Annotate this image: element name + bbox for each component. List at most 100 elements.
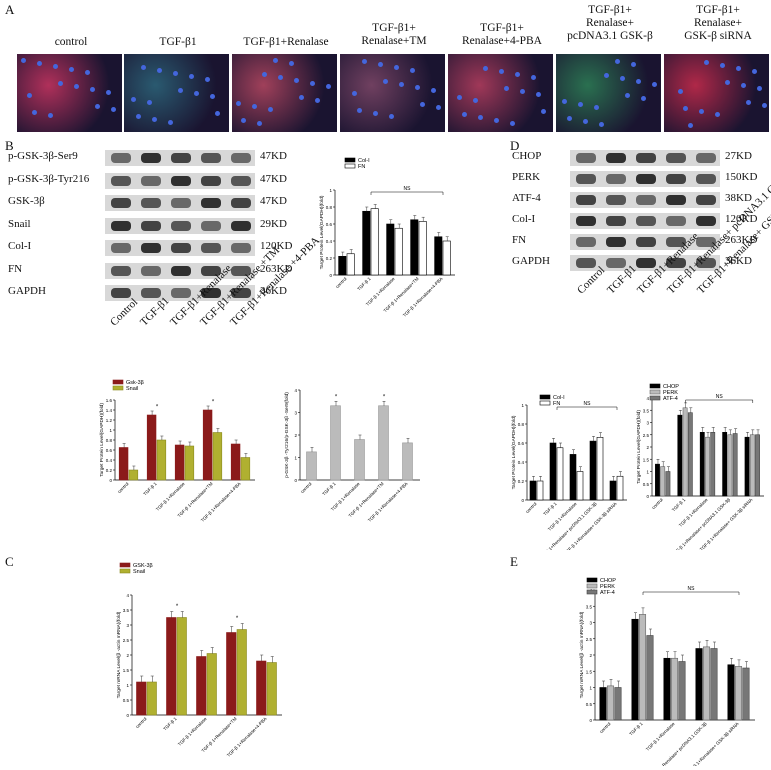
blot-band [201,153,221,163]
nucleus-dot [268,107,273,112]
nucleus-dot [499,69,504,74]
if-label: TGF-β1+ Renalase+ GSK-β siRNA [659,4,771,43]
bar [354,439,365,481]
legend-label: Snail [133,569,145,575]
blot-band [231,198,251,208]
nucleus-dot [520,89,525,94]
panel-letter-a: A [5,2,15,17]
bar [727,434,733,497]
ns-label: NS [688,586,696,592]
legend-label: Col-I [358,158,370,164]
bar [240,457,251,481]
blot-band [576,237,596,247]
panel-letter-c: C [5,554,14,569]
y-tick-label: 0.4 [518,460,525,465]
blot-strip [105,217,255,234]
nucleus-dot [736,66,741,71]
bar [236,629,247,716]
if-label-line: TGF-β1+ [372,22,416,34]
blot-band [636,195,656,205]
nucleus-dot [483,66,488,71]
bar [156,439,167,481]
blot-band [606,258,626,268]
bar [695,648,703,721]
bar [418,221,427,276]
y-tick-label: 0.2 [518,479,525,484]
nucleus-dot [652,82,657,87]
nucleus-dot [541,109,546,114]
legend-label: ATF-4 [663,396,678,402]
if-label-line: TGF-β1+ [696,4,740,16]
legend-swatch [112,379,124,385]
y-tick-label: 2 [646,445,649,450]
nucleus-dot [562,99,567,104]
y-tick-label: 1.2 [106,418,113,423]
bar [230,443,241,481]
bar [702,646,711,721]
blot-band [141,153,161,163]
nucleus-dot [205,77,210,82]
bar [306,451,317,481]
nucleus-dot [32,110,37,115]
blot-strip [570,192,720,208]
y-tick-label: 1.4 [106,408,113,413]
y-tick-label: 2.5 [123,638,130,643]
blot-band [696,237,716,247]
bar [710,431,716,497]
bar [378,405,389,481]
nucleus-dot [157,68,162,73]
y-tick-label: 1 [329,188,332,193]
y-tick-label: 0.5 [123,698,130,703]
nucleus-dot [378,62,383,67]
y-axis-label: Target mRNA Level(β -actin mRNA)(fold) [116,611,122,698]
nucleus-dot [85,70,90,75]
legend-label: Snail [126,386,138,392]
blot-band [201,220,221,231]
bar [196,656,207,716]
bar [722,431,728,497]
y-tick-label: 0.5 [643,482,650,487]
blot-strip [570,213,720,229]
blot-band [636,153,656,163]
x-tick-label: control [651,497,664,510]
nucleus-dot [383,79,388,84]
y-tick-label: 0.4 [326,239,333,244]
bar [744,436,750,497]
y-tick-label: 1 [294,456,297,461]
significance-star: * [236,616,239,622]
bar [670,657,679,721]
if-label-line: TGF-β1+ [588,4,632,16]
blot-band [576,258,596,268]
blot-band [606,174,626,184]
bar [410,219,419,276]
nucleus-dot [678,89,683,94]
nucleus-dot [536,92,541,97]
nucleus-dot [106,90,111,95]
blot-band [576,195,596,205]
nucleus-dot [752,69,757,74]
bar [742,667,750,721]
bar [549,442,557,501]
chart-c-mrna: 0 0.5 1 1.5 2 2.5 3 3.5 4 Target mRNA Level(β -ac… [116,562,282,758]
nucleus-dot [715,112,720,117]
blot-protein-label: FN [512,234,527,246]
bar [576,471,584,501]
legend-swatch [119,562,131,568]
y-tick-label: 4 [294,388,297,393]
significance-star: * [335,395,338,401]
nucleus-dot [168,120,173,125]
blot-band [201,198,221,208]
blot-size-label: 38KD [725,192,752,204]
bar [616,475,624,501]
nucleus-dot [531,75,536,80]
blot-protein-label: GAPDH [512,255,550,267]
bar [266,662,277,716]
blot-strip [570,150,720,166]
blot-protein-label: Col-I [512,213,536,225]
x-tick-label: TGF-β 1+Renalase [155,481,186,512]
x-tick-label: control [525,501,538,514]
nucleus-dot [604,73,609,78]
nucleus-dot [389,114,394,119]
blot-strip [105,172,255,189]
blot-protein-label: p-GSK-3β-Ser9 [8,150,78,162]
